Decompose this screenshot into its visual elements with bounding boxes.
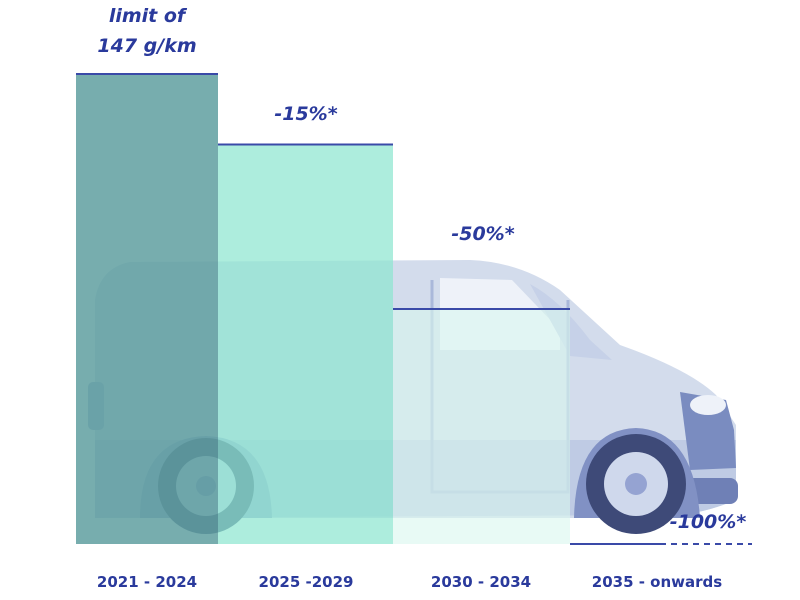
bar-2 (218, 144, 393, 544)
bars-layer (76, 73, 660, 545)
van-front (680, 392, 736, 470)
bar-label-1-line-2: 147 g/km (97, 35, 196, 57)
bar-label-1-line-1: limit of (109, 5, 188, 27)
bar-label-3: -50%* (451, 223, 514, 245)
bar-3 (393, 309, 570, 544)
bar-label-2: -15%* (274, 103, 337, 125)
labels-layer: limit of 147 g/km 2021 - 2024 -15%* 2025 -20… (97, 5, 746, 591)
van-windshield (530, 284, 612, 360)
bar-label-4: -100%* (670, 511, 747, 533)
van-front-wheel (586, 434, 686, 534)
x-tick-label-2: 2025 -2029 (259, 573, 354, 591)
x-tick-label-3: 2030 - 2034 (431, 573, 531, 591)
van-headlight (690, 395, 726, 415)
x-tick-label-1: 2021 - 2024 (97, 573, 197, 591)
bar-1 (76, 74, 218, 544)
x-tick-label-4: 2035 - onwards (592, 573, 723, 591)
